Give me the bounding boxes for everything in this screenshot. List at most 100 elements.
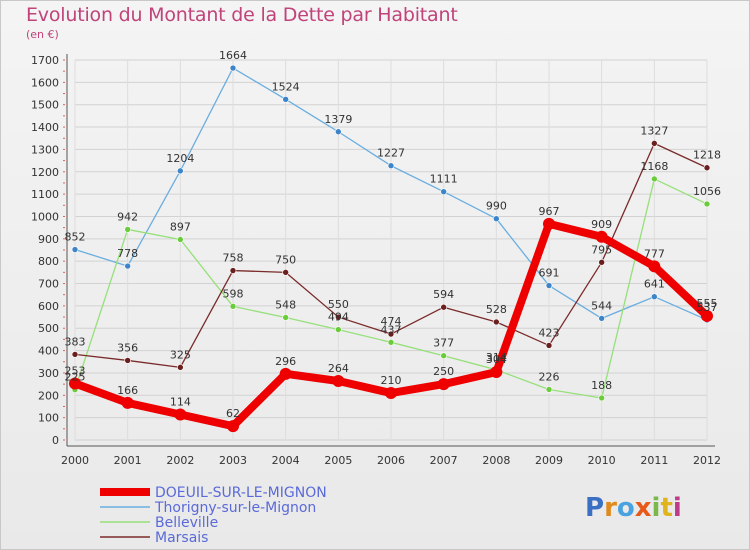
data-label: 166: [117, 384, 138, 397]
data-point: [493, 215, 500, 223]
y-tick-label: 1100: [31, 188, 59, 201]
y-tick-label: 1400: [31, 121, 59, 134]
y-tick-label: 600: [38, 300, 59, 313]
data-label: 750: [275, 253, 296, 266]
data-point: [385, 387, 397, 400]
series-group: [69, 64, 713, 433]
x-tick-label: 2000: [61, 454, 89, 467]
x-tick-label: 2007: [430, 454, 458, 467]
data-point: [229, 267, 237, 274]
y-tick-label: 0: [52, 434, 59, 447]
x-tick-label: 2010: [588, 454, 616, 467]
y-tick-label: 800: [38, 255, 59, 268]
y-tick-label: 700: [38, 278, 59, 291]
data-label: 253: [65, 364, 86, 377]
data-point: [440, 303, 447, 311]
data-point: [598, 394, 605, 402]
data-point: [701, 309, 713, 322]
logo-text: Proxiti: [585, 493, 682, 523]
x-tick-label: 2004: [272, 454, 300, 467]
data-label: 598: [223, 287, 244, 300]
data-point: [121, 396, 134, 409]
data-label: 304: [486, 353, 507, 366]
data-point: [595, 230, 608, 243]
legend-label: Marsais: [155, 530, 208, 546]
x-tick-label: 2009: [535, 454, 563, 467]
data-label: 225: [65, 371, 86, 384]
data-label: 990: [486, 200, 507, 213]
data-label: 494: [328, 311, 349, 324]
data-point: [598, 258, 605, 266]
x-tick-label: 2008: [482, 454, 510, 467]
data-label: 1524: [272, 80, 300, 93]
data-point: [124, 226, 131, 233]
data-point: [227, 420, 239, 433]
x-tick-label: 2011: [640, 454, 668, 467]
data-point: [598, 315, 605, 322]
x-tick-label: 2001: [114, 454, 142, 467]
data-point: [703, 200, 711, 208]
data-point: [71, 246, 79, 253]
data-point: [69, 377, 81, 390]
data-point: [437, 378, 450, 391]
chart-title: Evolution du Montant de la Dette par Hab…: [26, 4, 458, 26]
chart-subtitle: (en €): [26, 28, 59, 41]
data-label: 1056: [693, 185, 721, 198]
data-label: 314: [486, 351, 507, 364]
legend-label: DOEUIL-SUR-LE-MIGNON: [155, 485, 327, 501]
data-label: 594: [433, 288, 454, 301]
data-label: 967: [539, 205, 560, 218]
data-point: [440, 352, 447, 360]
data-label: 897: [170, 220, 191, 233]
data-label: 1204: [166, 152, 194, 165]
data-label: 909: [591, 218, 612, 231]
data-label: 474: [381, 315, 402, 328]
data-point: [335, 326, 342, 333]
data-label: 544: [591, 299, 612, 312]
y-tick-label: 900: [38, 233, 59, 246]
data-label: 548: [275, 299, 296, 312]
data-label: 114: [170, 396, 191, 409]
y-tick-label: 1200: [31, 166, 59, 179]
data-point: [332, 374, 345, 387]
data-label: 1227: [377, 147, 405, 160]
data-label: 325: [170, 348, 191, 361]
x-tick-label: 2003: [219, 454, 247, 467]
data-label: 250: [433, 365, 454, 378]
data-point: [387, 162, 395, 170]
data-point: [387, 339, 395, 346]
legend: DOEUIL-SUR-LE-MIGNONThorigny-sur-le-Mign…: [100, 485, 327, 546]
data-label: 1111: [430, 173, 458, 186]
y-tick-label: 1300: [31, 143, 59, 156]
data-point: [545, 342, 553, 349]
y-tick-label: 300: [38, 367, 59, 380]
data-label: 1379: [324, 113, 352, 126]
data-point: [124, 262, 131, 270]
data-point: [229, 64, 237, 72]
data-label: 758: [223, 252, 244, 265]
data-label: 356: [117, 341, 138, 354]
data-label: 62: [226, 407, 240, 420]
y-tick-label: 400: [38, 345, 59, 358]
data-label: 537: [697, 301, 718, 314]
data-point: [177, 167, 184, 175]
data-point: [335, 128, 342, 136]
data-point: [545, 386, 553, 393]
y-tick-label: 100: [38, 412, 59, 425]
data-point: [279, 367, 292, 380]
data-label: 777: [644, 247, 665, 260]
data-label: 641: [644, 278, 665, 291]
data-point: [335, 313, 342, 321]
proxiti-logo: Proxiti: [585, 493, 682, 523]
data-label: 383: [65, 335, 86, 348]
data-point: [440, 188, 447, 195]
data-point: [545, 282, 553, 289]
data-labels: 253 166 114 62 296 264 210 250 304 967 909 777 555 85…: [65, 49, 722, 420]
legend-label: Belleville: [155, 515, 218, 531]
data-label: 423: [539, 326, 560, 339]
data-point: [493, 318, 500, 326]
data-point: [71, 351, 79, 358]
legend-label: Thorigny-sur-le-Mignon: [154, 500, 316, 516]
